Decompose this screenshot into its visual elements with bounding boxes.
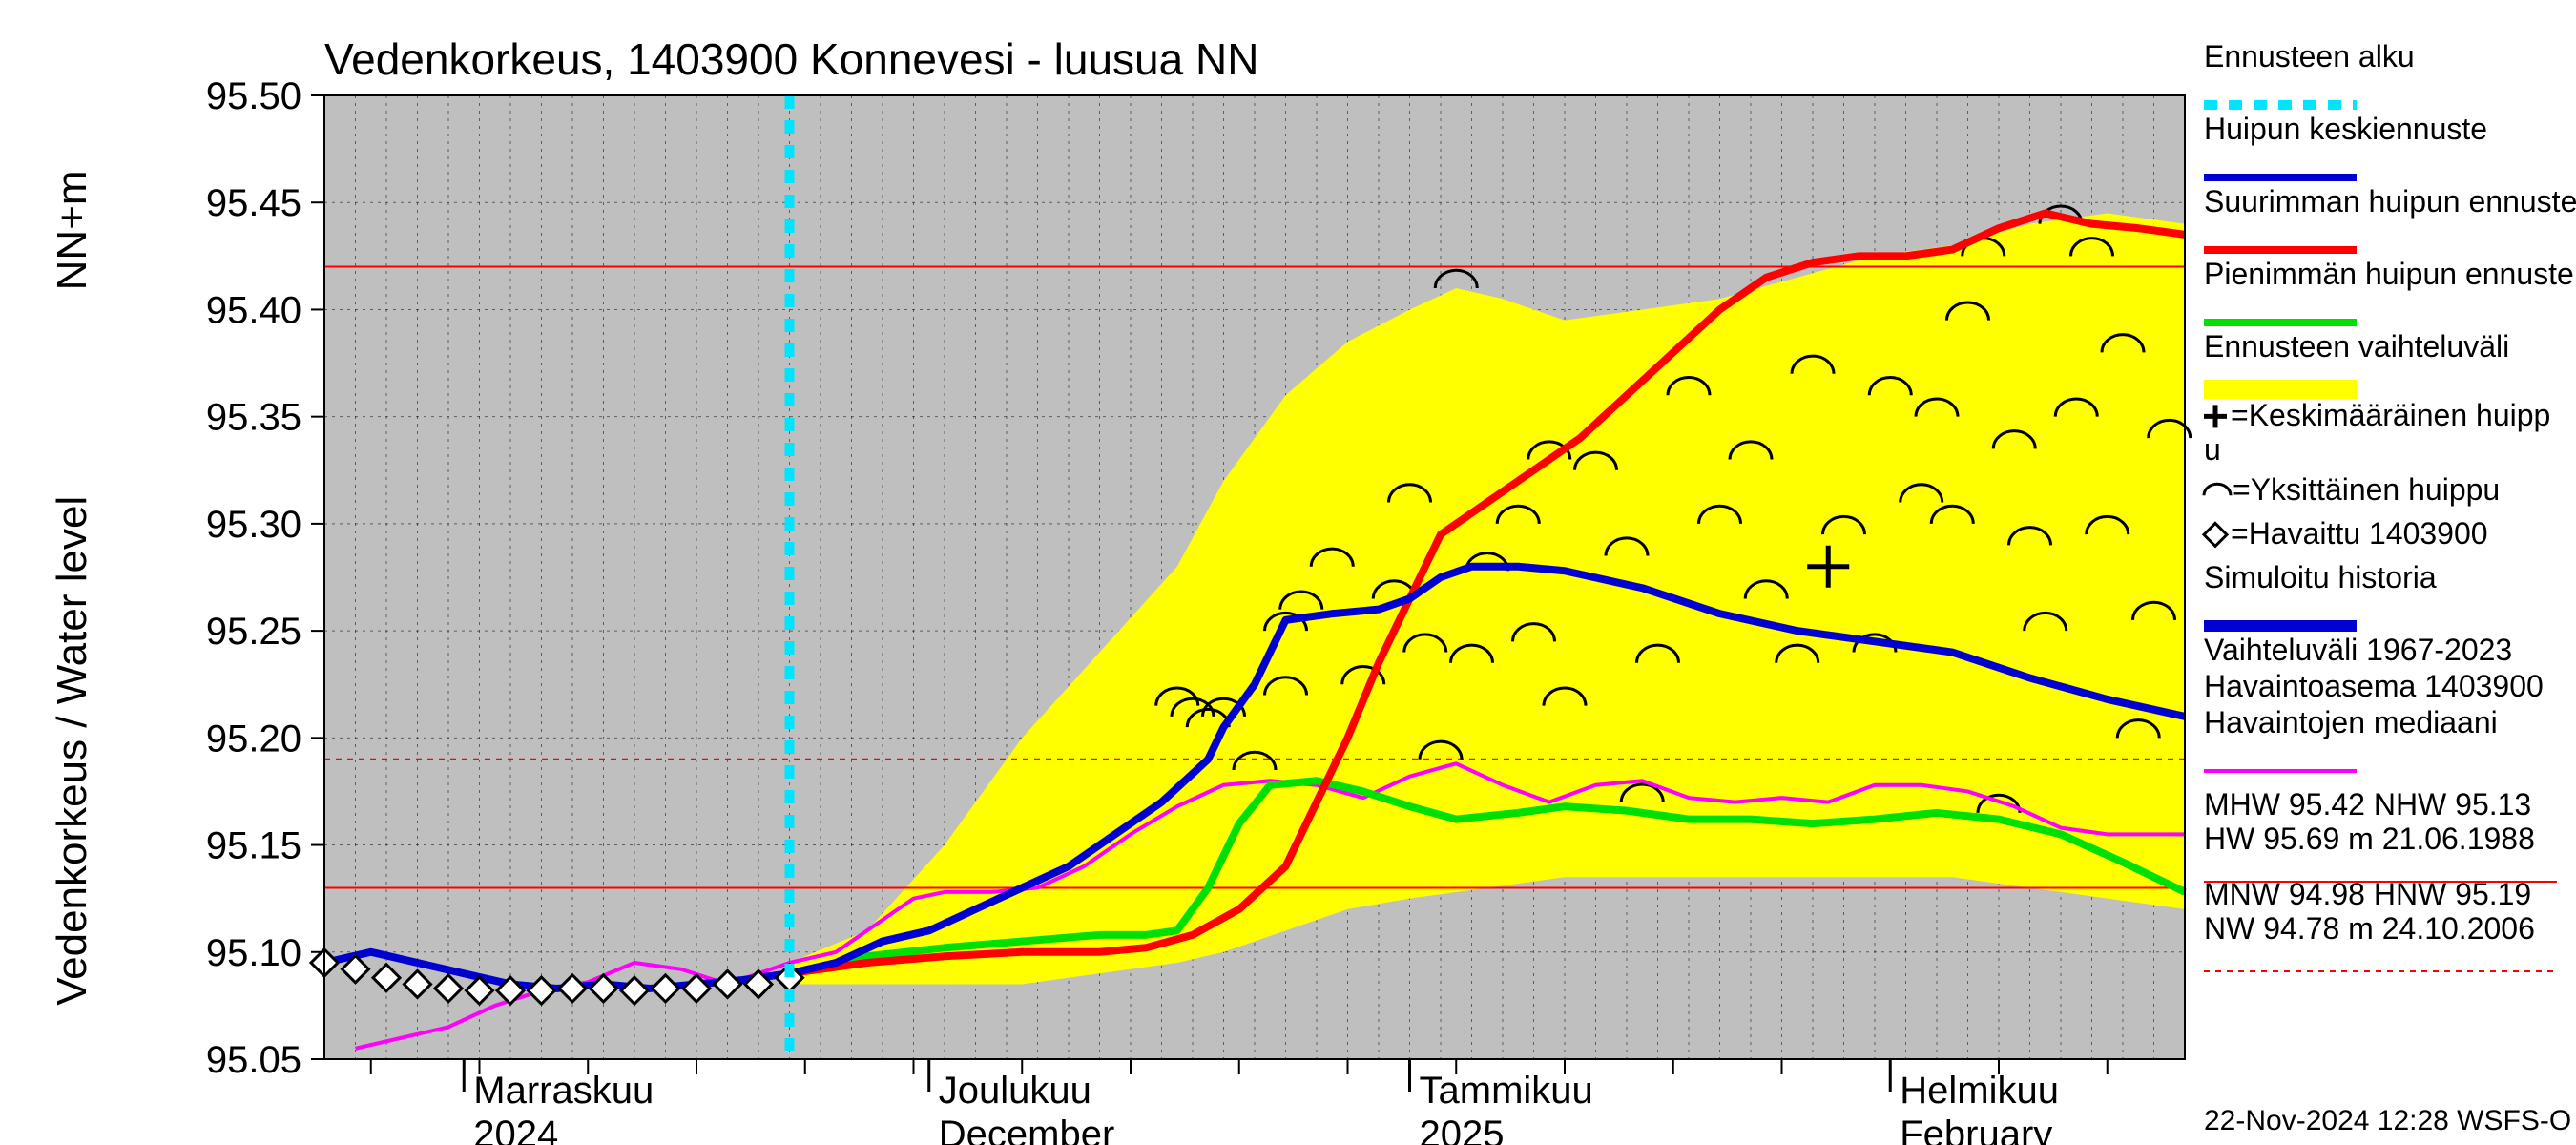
y-tick-label: 95.45 — [206, 182, 301, 224]
legend-label: Vaihteluväli 1967-2023 — [2204, 633, 2512, 667]
x-tick-sublabel: December — [939, 1114, 1115, 1145]
legend-label: Havaintoasema 1403900 — [2204, 669, 2544, 703]
y-tick-label: 95.15 — [206, 825, 301, 867]
chart-footer: 22-Nov-2024 12:28 WSFS-O — [2204, 1105, 2571, 1136]
legend-swatch — [2204, 380, 2357, 399]
x-tick-label: Helmikuu — [1900, 1070, 2059, 1112]
y-tick-label: 95.25 — [206, 611, 301, 653]
y-tick-label: 95.50 — [206, 75, 301, 117]
legend-label: Suurimman huipun ennuste — [2204, 184, 2576, 219]
legend-stat: HW 95.69 m 21.06.1988 — [2204, 822, 2535, 856]
x-tick-label: Marraskuu — [473, 1070, 654, 1112]
legend-label: Simuloitu historia — [2204, 560, 2437, 594]
x-tick-sublabel: 2025 — [1420, 1114, 1505, 1145]
legend-label: Ennusteen vaihteluväli — [2204, 329, 2509, 364]
legend-label: Havaintojen mediaani — [2204, 705, 2498, 739]
y-tick-label: 95.05 — [206, 1039, 301, 1081]
legend-stat: NW 94.78 m 24.10.2006 — [2204, 911, 2535, 946]
y-tick-label: 95.40 — [206, 289, 301, 331]
water-level-chart: 95.05 95.10 95.15 95.20 95.25 95.30 95.35 95.40… — [0, 0, 2576, 1145]
y-axis-label-unit: NN+m — [49, 170, 95, 290]
x-tick-sublabel: February — [1900, 1114, 2052, 1145]
y-tick-label: 95.10 — [206, 932, 301, 974]
x-tick-label: Joulukuu — [939, 1070, 1091, 1112]
chart-title: Vedenkorkeus, 1403900 Konnevesi - luusua… — [324, 34, 1258, 84]
svg-text:u: u — [2204, 432, 2221, 467]
legend-label: =Havaittu 1403900 — [2231, 516, 2488, 551]
x-tick-label: Tammikuu — [1420, 1070, 1593, 1112]
y-tick-label: 95.30 — [206, 504, 301, 546]
legend-label: =Yksittäinen huippu — [2233, 472, 2500, 507]
y-axis-label: Vedenkorkeus / Water level — [49, 496, 95, 1006]
y-tick-label: 95.35 — [206, 397, 301, 439]
x-tick-sublabel: 2024 — [473, 1114, 558, 1145]
legend-label: Huipun keskiennuste — [2204, 112, 2487, 146]
legend-stat: MHW 95.42 NHW 95.13 — [2204, 787, 2531, 822]
legend-stat: MNW 94.98 HNW 95.19 — [2204, 877, 2531, 911]
legend-label: =Keskimääräinen huipp — [2231, 398, 2550, 432]
legend-label: Ennusteen alku — [2204, 39, 2415, 73]
y-tick-label: 95.20 — [206, 718, 301, 760]
legend-label: Pienimmän huipun ennuste — [2204, 257, 2574, 291]
